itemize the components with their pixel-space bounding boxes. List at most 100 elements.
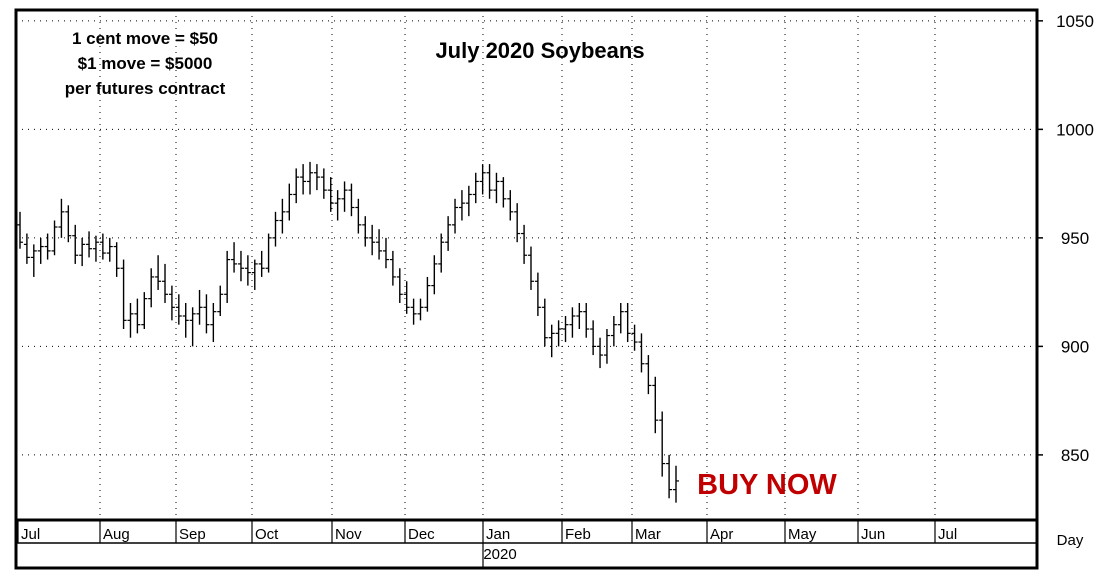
ohlc-bar [562,316,569,343]
ohlc-bar [286,183,293,221]
ohlc-bar [424,276,431,312]
ohlc-bar [603,329,610,364]
ohlc-bar [30,244,37,277]
ohlc-bar [148,268,155,308]
ohlc-bar [279,198,286,234]
ohlc-bar [168,285,175,321]
x-tick-label: Sep [179,526,206,543]
y-axis-ticks: 850 900 950 1000 1050 [1037,12,1094,465]
period-label: Day [1057,532,1084,549]
y-tick-label: 850 [1061,446,1089,465]
x-tick-label: Aug [103,526,130,543]
ohlc-bar [548,324,555,358]
ohlc-bar [313,164,320,191]
ohlc-bar [445,216,452,251]
ohlc-bar [134,298,141,334]
ohlc-bar [23,233,30,264]
ohlc-bar [555,320,562,347]
ohlc-bar [479,164,486,195]
grid-lines [16,10,1037,520]
ohlc-bar [659,411,666,477]
ohlc-bar [527,246,534,290]
ohlc-bar [534,272,541,316]
ohlc-bar [320,168,327,199]
x-tick-label: Dec [408,526,435,543]
ohlc-bar [51,220,58,256]
ohlc-bar [113,242,120,277]
ohlc-bar [189,307,196,347]
date-axis-band [14,518,1039,570]
ohlc-bar [382,237,389,269]
ohlc-bar [431,255,438,295]
ohlc-bar [37,237,44,264]
y-tick-label: 950 [1061,229,1089,248]
note-line-2: $1 move = $5000 [78,54,213,73]
ohlc-bar [334,190,341,221]
ohlc-bar [120,259,127,330]
ohlc-bar [583,302,590,338]
y-tick-label: 900 [1061,337,1089,356]
ohlc-bar [403,281,410,314]
ohlc-bar [327,177,334,212]
ohlc-bar [231,242,238,273]
ohlc-bar [127,302,134,338]
x-tick-label: Apr [710,526,733,543]
x-tick-label: Jan [486,526,510,543]
ohlc-bar [376,229,383,260]
ohlc-bar [182,302,189,338]
x-tick-label: Mar [635,526,661,543]
ohlc-bar [652,376,659,434]
ohlc-bar [72,224,79,264]
ohlc-bar [348,183,355,217]
ohlc-bar [610,316,617,347]
x-axis-ticks: Jul Aug Sep Oct Nov Dec Jan Feb Mar Apr May Jun Jul [17,520,957,568]
ohlc-bar [217,285,224,316]
ohlc-bar [458,190,465,221]
ohlc-bar [541,298,548,347]
ohlc-bar [597,337,604,369]
ohlc-bar [590,320,597,356]
ohlc-bar [369,224,376,256]
buy-now-callout: BUY NOW [697,469,837,501]
x-tick-label: Jun [861,526,885,543]
ohlc-bar [438,233,445,273]
ohlc-bar [224,250,231,303]
ohlc-bar [396,268,403,303]
ohlc-bar [617,302,624,334]
ohlc-bar [576,302,583,330]
ohlc-bar [307,161,314,195]
ohlc-bar [472,172,479,204]
ohlc-bar [521,224,528,264]
x-tick-label: May [788,526,817,543]
ohlc-bar [493,172,500,204]
ohlc-bar [638,333,645,373]
ohlc-bar [196,289,203,325]
ohlc-bar [58,198,65,238]
ohlc-bar [410,298,417,325]
ohlc-bar [631,324,638,351]
x-tick-label: Nov [335,526,362,543]
ohlc-bar [99,233,106,260]
ohlc-bar [162,263,169,303]
note-line-3: per futures contract [65,79,226,98]
ohlc-bar [569,307,576,338]
ohlc-bar [79,237,86,267]
ohlc-bar [272,211,279,247]
chart-title: July 2020 Soybeans [435,38,644,63]
ohlc-bar [92,235,99,262]
ohlc-bar [465,185,472,217]
ohlc-bar [155,255,162,290]
x-tick-label: Feb [565,526,591,543]
ohlc-bar [203,294,210,334]
ohlc-bar [106,237,113,262]
ohlc-bar [65,205,72,243]
ohlc-bar [500,177,507,208]
ohlc-bar [293,168,300,204]
ohlc-bar [300,164,307,195]
year-label: 2020 [483,546,516,563]
ohlc-bar [237,250,244,282]
ohlc-bar [452,198,459,234]
ohlc-bar [251,259,258,290]
ohlc-bar [141,292,148,330]
